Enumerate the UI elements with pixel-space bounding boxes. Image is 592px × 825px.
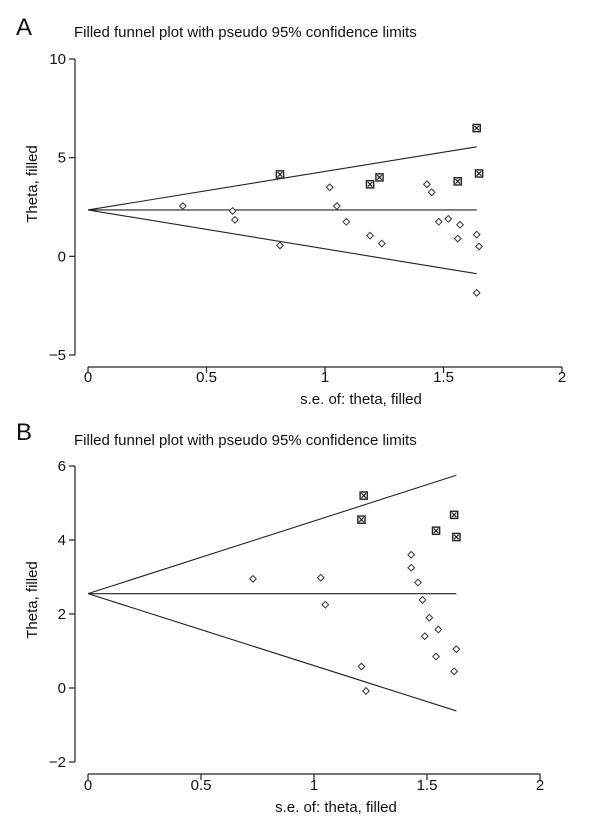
panel-a-filled-study-point	[375, 173, 384, 182]
panel-a-lower-confidence-limit	[87, 209, 477, 275]
panel-a-observed-study-point	[275, 241, 284, 250]
panel-b-observed-study-point	[361, 686, 370, 695]
panel-b-filled-study-point	[431, 526, 441, 536]
panel-a-title: Filled funnel plot with pseudo 95% confi…	[74, 24, 417, 41]
panel-a-observed-study-point	[427, 188, 436, 197]
panel-b-observed-study-point	[407, 563, 416, 572]
panel-a-observed-study-point	[444, 214, 453, 223]
panel-b: B Filled funnel plot with pseudo 95% con…	[16, 419, 544, 816]
panel-a-y-axis-label: Theta, filled	[24, 145, 41, 223]
panel-b-title: Filled funnel plot with pseudo 95% confi…	[74, 432, 417, 449]
panel-a-filled-study-point	[472, 123, 481, 133]
panel-b-x-tick-label: 1.5	[417, 777, 438, 794]
panel-a-x-tick-label: 0	[84, 369, 92, 386]
panel-a-observed-study-point	[332, 202, 341, 211]
panel-a-observed-study-point	[325, 183, 334, 192]
panel-b-plot: −2 0 2 4 6 0 0.5 1 1.5 2	[49, 458, 544, 794]
panel-b-x-tick-label: 2	[536, 777, 544, 794]
panel-b-observed-study-point	[425, 613, 434, 622]
panel-a-observed-study-point	[422, 180, 431, 189]
panel-a-filled-study-point	[365, 180, 375, 189]
panel-b-observed-study-point	[432, 652, 441, 661]
panel-a-observed-study-point	[228, 206, 237, 215]
panel-a-x-axis-label: s.e. of: theta, filled	[300, 391, 422, 408]
panel-a-x-tick-label: 1	[321, 369, 329, 386]
panel-b-y-tick-label: 6	[58, 458, 66, 475]
panel-a-observed-study-point	[456, 220, 465, 229]
panel-letter-b: B	[16, 419, 32, 446]
panel-a-filled-study-point	[474, 169, 484, 178]
panel-a-observed-study-point	[472, 288, 481, 297]
panel-a-observed-study-point	[453, 234, 462, 243]
panel-a-observed-study-point	[434, 217, 443, 226]
panel-a-filled-study-point	[275, 170, 285, 179]
panel-b-observed-study-point	[357, 662, 366, 671]
panel-a-observed-study-point	[230, 215, 239, 224]
panel-b-observed-study-point	[434, 625, 443, 634]
panel-a-filled-study-point	[453, 177, 463, 186]
panel-b-filled-study-point	[359, 491, 369, 500]
panel-a-x-tick-label: 1.5	[433, 369, 454, 386]
panel-b-observed-study-point	[450, 667, 459, 676]
panel-b-lower-confidence-limit	[87, 593, 457, 712]
panel-b-observed-study-point	[413, 578, 422, 587]
panel-b-filled-study-point	[452, 532, 461, 542]
panel-b-y-tick-label: −2	[49, 754, 66, 771]
panel-b-x-tick-label: 0	[84, 777, 92, 794]
panel-b-y-tick-label: 2	[58, 606, 66, 623]
panel-b-upper-confidence-limit	[87, 474, 457, 595]
panel-b-filled-study-point	[357, 515, 366, 524]
panel-a-x-tick-label: 0.5	[196, 369, 217, 386]
panel-a-observed-study-point	[475, 242, 484, 251]
panel-a-observed-study-point	[377, 239, 386, 248]
panel-a-observed-study-point	[366, 231, 375, 240]
panel-a-y-tick-label: 10	[49, 51, 66, 68]
panel-a-y-tick-label: −5	[49, 347, 66, 364]
panel-b-observed-study-point	[248, 574, 257, 583]
panel-a: A Filled funnel plot with pseudo 95% con…	[16, 14, 566, 408]
panel-b-y-axis-label: Theta, filled	[24, 561, 41, 639]
panel-a-observed-study-point	[342, 217, 351, 226]
panel-b-y-tick-label: 4	[58, 532, 66, 549]
panel-b-x-tick-label: 1	[310, 777, 318, 794]
panel-letter-a: A	[16, 14, 32, 41]
panel-b-x-axis-label: s.e. of: theta, filled	[275, 799, 397, 816]
panel-a-observed-study-point	[178, 202, 187, 211]
panel-a-y-tick-label: 5	[58, 150, 66, 167]
panel-b-observed-study-point	[321, 600, 330, 609]
panel-b-observed-study-point	[452, 645, 461, 654]
panel-b-y-tick-label: 0	[58, 680, 66, 697]
panel-a-plot: −5 0 5 10 0 0.5 1 1.5 2	[49, 51, 566, 386]
panel-b-filled-study-point	[449, 510, 459, 520]
panel-a-observed-study-point	[472, 230, 481, 239]
panel-a-y-tick-label: 0	[58, 248, 66, 265]
panel-b-x-tick-label: 0.5	[191, 777, 212, 794]
panel-b-observed-study-point	[418, 595, 427, 604]
panel-b-observed-study-point	[420, 632, 429, 641]
panel-b-observed-study-point	[407, 550, 416, 559]
panel-a-x-tick-label: 2	[558, 369, 566, 386]
panel-b-observed-study-point	[316, 573, 325, 582]
